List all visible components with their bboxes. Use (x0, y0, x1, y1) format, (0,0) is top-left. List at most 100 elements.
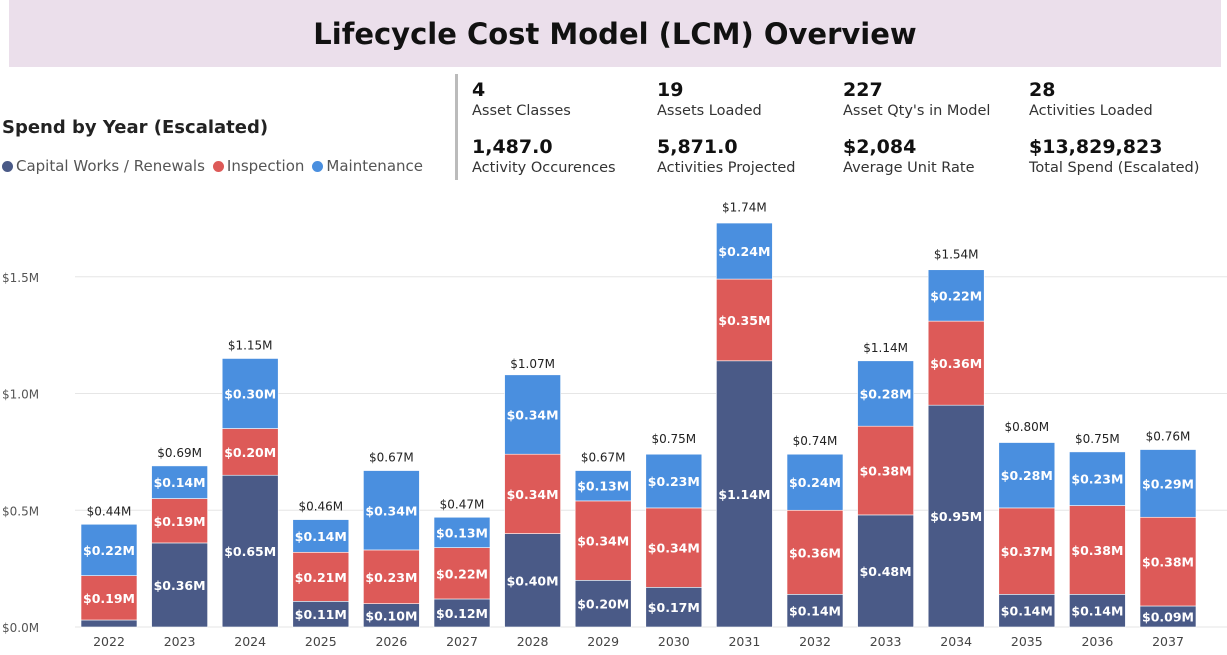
kpi-average-unit-rate: $2,084 Average Unit Rate (843, 136, 1023, 178)
bar-segment[interactable] (504, 374, 561, 455)
bar-data-label: $0.23M (1071, 472, 1123, 487)
bar-data-label: $0.21M (295, 570, 347, 585)
bar-data-label: $0.34M (507, 487, 559, 502)
x-tick-label: 2025 (305, 634, 337, 649)
kpi-label: Asset Classes (472, 103, 571, 119)
legend-item-capital[interactable]: Capital Works / Renewals (2, 157, 205, 175)
bar-segment[interactable] (645, 587, 703, 628)
bar-data-label: $1.14M (718, 487, 770, 502)
bar-segment[interactable] (1139, 516, 1197, 607)
bar-segment[interactable] (1069, 505, 1126, 595)
divider (455, 74, 458, 180)
bar-segment[interactable] (857, 425, 914, 516)
bar-data-label: $0.23M (365, 570, 417, 585)
bar-segment[interactable] (998, 442, 1056, 509)
bar-segment[interactable] (1069, 451, 1126, 506)
bar-data-label: $0.48M (860, 564, 912, 579)
x-tick-label: 2031 (728, 634, 760, 649)
kpi-label: Average Unit Rate (843, 160, 975, 176)
bar-segment[interactable] (151, 542, 208, 628)
kpi-asset-qty: 227 Asset Qty's in Model (843, 79, 1023, 121)
bar-segment[interactable] (574, 470, 632, 502)
bar-data-label: $0.13M (436, 525, 488, 540)
bar-segment[interactable] (927, 320, 985, 406)
bar-total-label: $0.47M (440, 497, 485, 511)
bar-segment[interactable] (645, 453, 703, 509)
bar-segment[interactable] (786, 453, 844, 511)
x-tick-label: 2024 (234, 634, 266, 649)
bar-segment[interactable] (927, 269, 985, 322)
bar-segment[interactable] (433, 516, 491, 548)
bar-segment[interactable] (292, 601, 350, 628)
kpi-value: $2,084 (843, 136, 917, 158)
kpi-value: 5,871.0 (657, 136, 738, 158)
page-title: Lifecycle Cost Model (LCM) Overview (313, 16, 917, 51)
kpi-assets-loaded: 19 Assets Loaded (657, 79, 837, 121)
bar-segment[interactable] (151, 465, 208, 499)
bar-data-label: $0.14M (154, 475, 206, 490)
bar-data-label: $0.37M (1001, 544, 1053, 559)
bar-total-label: $0.75M (1075, 432, 1120, 446)
bar-data-label: $0.24M (718, 244, 770, 259)
bar-data-label: $0.36M (789, 545, 841, 560)
bar-total-label: $0.67M (369, 451, 414, 465)
bar-segment[interactable] (80, 575, 138, 621)
bar-segment[interactable] (433, 598, 491, 628)
x-tick-label: 2023 (164, 634, 196, 649)
bar-data-label: $0.38M (1071, 543, 1123, 558)
y-tick-label: $1.5M (2, 271, 39, 285)
bar-segment[interactable] (786, 594, 844, 628)
x-tick-label: 2026 (375, 634, 407, 649)
bar-segment[interactable] (363, 470, 420, 551)
kpi-label: Total Spend (Escalated) (1029, 160, 1200, 176)
bar-segment[interactable] (574, 579, 632, 628)
bar-segment[interactable] (292, 519, 350, 553)
bar-data-label: $0.29M (1142, 476, 1194, 491)
title-banner: Lifecycle Cost Model (LCM) Overview (9, 0, 1221, 67)
bar-data-label: $0.14M (1071, 604, 1123, 619)
bar-segment[interactable] (645, 507, 703, 588)
bar-segment[interactable] (80, 523, 138, 576)
bar-segment[interactable] (151, 498, 208, 544)
legend-label: Inspection (226, 157, 305, 175)
y-tick-label: $1.0M (2, 388, 39, 402)
bar-segment[interactable] (1139, 449, 1197, 518)
bar-segment[interactable] (1069, 594, 1126, 628)
bar-segment[interactable] (786, 509, 844, 595)
bar-total-label: $1.74M (722, 201, 767, 215)
kpi-label: Activity Occurences (472, 160, 616, 176)
bar-segment[interactable] (363, 549, 420, 604)
bar-segment[interactable] (574, 500, 632, 581)
bar-data-label: $0.20M (577, 597, 629, 612)
x-tick-label: 2035 (1011, 634, 1043, 649)
bar-data-label: $0.14M (295, 529, 347, 544)
legend-item-maintenance[interactable]: Maintenance (312, 157, 423, 175)
x-tick-label: 2027 (446, 634, 478, 649)
bar-data-label: $0.38M (1142, 555, 1194, 570)
bar-data-label: $0.34M (648, 541, 700, 556)
bar-data-label: $0.12M (436, 606, 488, 621)
bar-segment[interactable] (221, 474, 279, 628)
bar-segment[interactable] (857, 360, 914, 427)
legend-label: Maintenance (326, 157, 423, 175)
bar-segment[interactable] (80, 619, 138, 628)
bar-segment[interactable] (221, 428, 279, 476)
bar-segment[interactable] (221, 358, 279, 429)
bar-data-label: $0.36M (930, 356, 982, 371)
bar-data-label: $0.14M (789, 604, 841, 619)
y-tick-label: $0.0M (2, 621, 39, 635)
bar-data-label: $0.17M (648, 600, 700, 615)
kpi-value: 1,487.0 (472, 136, 553, 158)
bar-segment[interactable] (857, 514, 914, 628)
bar-segment[interactable] (998, 594, 1056, 628)
legend-item-inspection[interactable]: Inspection (212, 157, 305, 175)
x-tick-label: 2033 (870, 634, 902, 649)
bar-segment[interactable] (504, 453, 561, 534)
bar-segment[interactable] (504, 533, 561, 628)
bar-segment[interactable] (433, 547, 491, 600)
bar-data-label: $0.23M (648, 474, 700, 489)
kpi-label: Activities Loaded (1029, 103, 1153, 119)
bar-segment[interactable] (927, 404, 985, 628)
bar-data-label: $0.19M (83, 591, 135, 606)
bar-segment[interactable] (716, 222, 773, 280)
